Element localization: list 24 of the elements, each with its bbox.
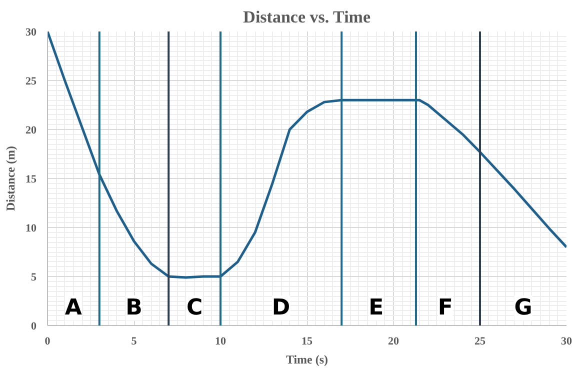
- annotation: F: [438, 295, 453, 320]
- y-tick-label: 10: [26, 222, 37, 234]
- annotation: G: [514, 295, 532, 320]
- x-tick-label: 15: [302, 336, 313, 348]
- y-tick-label: 0: [31, 320, 37, 332]
- x-tick-label: 25: [474, 336, 486, 348]
- x-tick-label: 30: [561, 336, 572, 348]
- annotation: D: [272, 295, 290, 320]
- chart-title: Distance vs. Time: [243, 8, 371, 26]
- x-tick-label: 10: [215, 336, 226, 348]
- y-tick-label: 20: [26, 124, 37, 136]
- x-axis-title: Time (s): [286, 352, 328, 366]
- annotation: C: [186, 295, 203, 320]
- annotation: B: [126, 295, 142, 320]
- x-tick-label: 20: [388, 336, 400, 348]
- y-tick-label: 5: [31, 272, 37, 284]
- annotation: A: [64, 295, 82, 320]
- y-axis-title: Distance (m): [4, 146, 18, 211]
- y-tick-label: 25: [26, 76, 37, 88]
- y-tick-label: 15: [26, 174, 37, 186]
- x-tick-label: 0: [44, 336, 51, 348]
- y-tick-label: 30: [26, 26, 37, 38]
- x-tick-label: 5: [131, 336, 138, 348]
- annotation: E: [368, 295, 384, 320]
